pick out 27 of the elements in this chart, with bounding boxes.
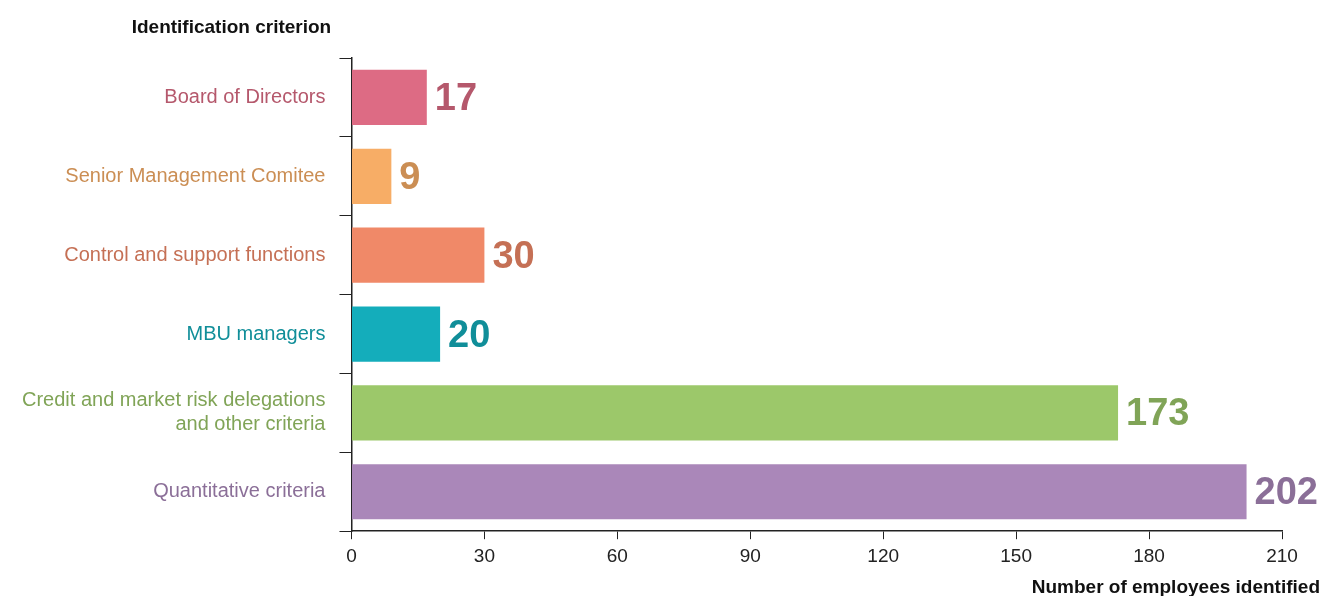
bar <box>351 227 485 283</box>
x-tick-label: 150 <box>1000 544 1032 566</box>
data-label: 173 <box>1126 391 1190 434</box>
bar <box>351 464 1247 520</box>
y-tick-label: Board of Directors <box>164 84 326 107</box>
x-tick-label: 120 <box>867 544 900 566</box>
bar <box>351 148 392 204</box>
x-tick-label: 60 <box>606 544 628 566</box>
data-label: 202 <box>1254 470 1318 513</box>
x-tick-label: 90 <box>739 544 761 566</box>
x-tick-label: 30 <box>473 544 495 566</box>
x-tick-label: 0 <box>346 544 357 566</box>
y-tick-label: Control and support functions <box>64 242 326 265</box>
y-tick-label: Quantitative criteria <box>153 479 327 502</box>
data-label: 9 <box>399 154 421 197</box>
bar <box>351 69 427 126</box>
data-label: 20 <box>448 312 491 355</box>
bar <box>351 385 1119 441</box>
bar <box>351 306 441 362</box>
data-label: 30 <box>492 233 535 276</box>
y-tick-label: MBU managers <box>186 321 326 344</box>
y-tick-label: Senior Management Comitee <box>65 163 326 186</box>
data-label: 17 <box>434 75 478 118</box>
chart-title: Identification criterion <box>131 16 332 38</box>
x-tick-label: 180 <box>1133 544 1165 566</box>
x-tick-label: 210 <box>1266 544 1298 566</box>
y-tick-label: Credit and market risk delegations and other criteria <box>21 388 327 435</box>
